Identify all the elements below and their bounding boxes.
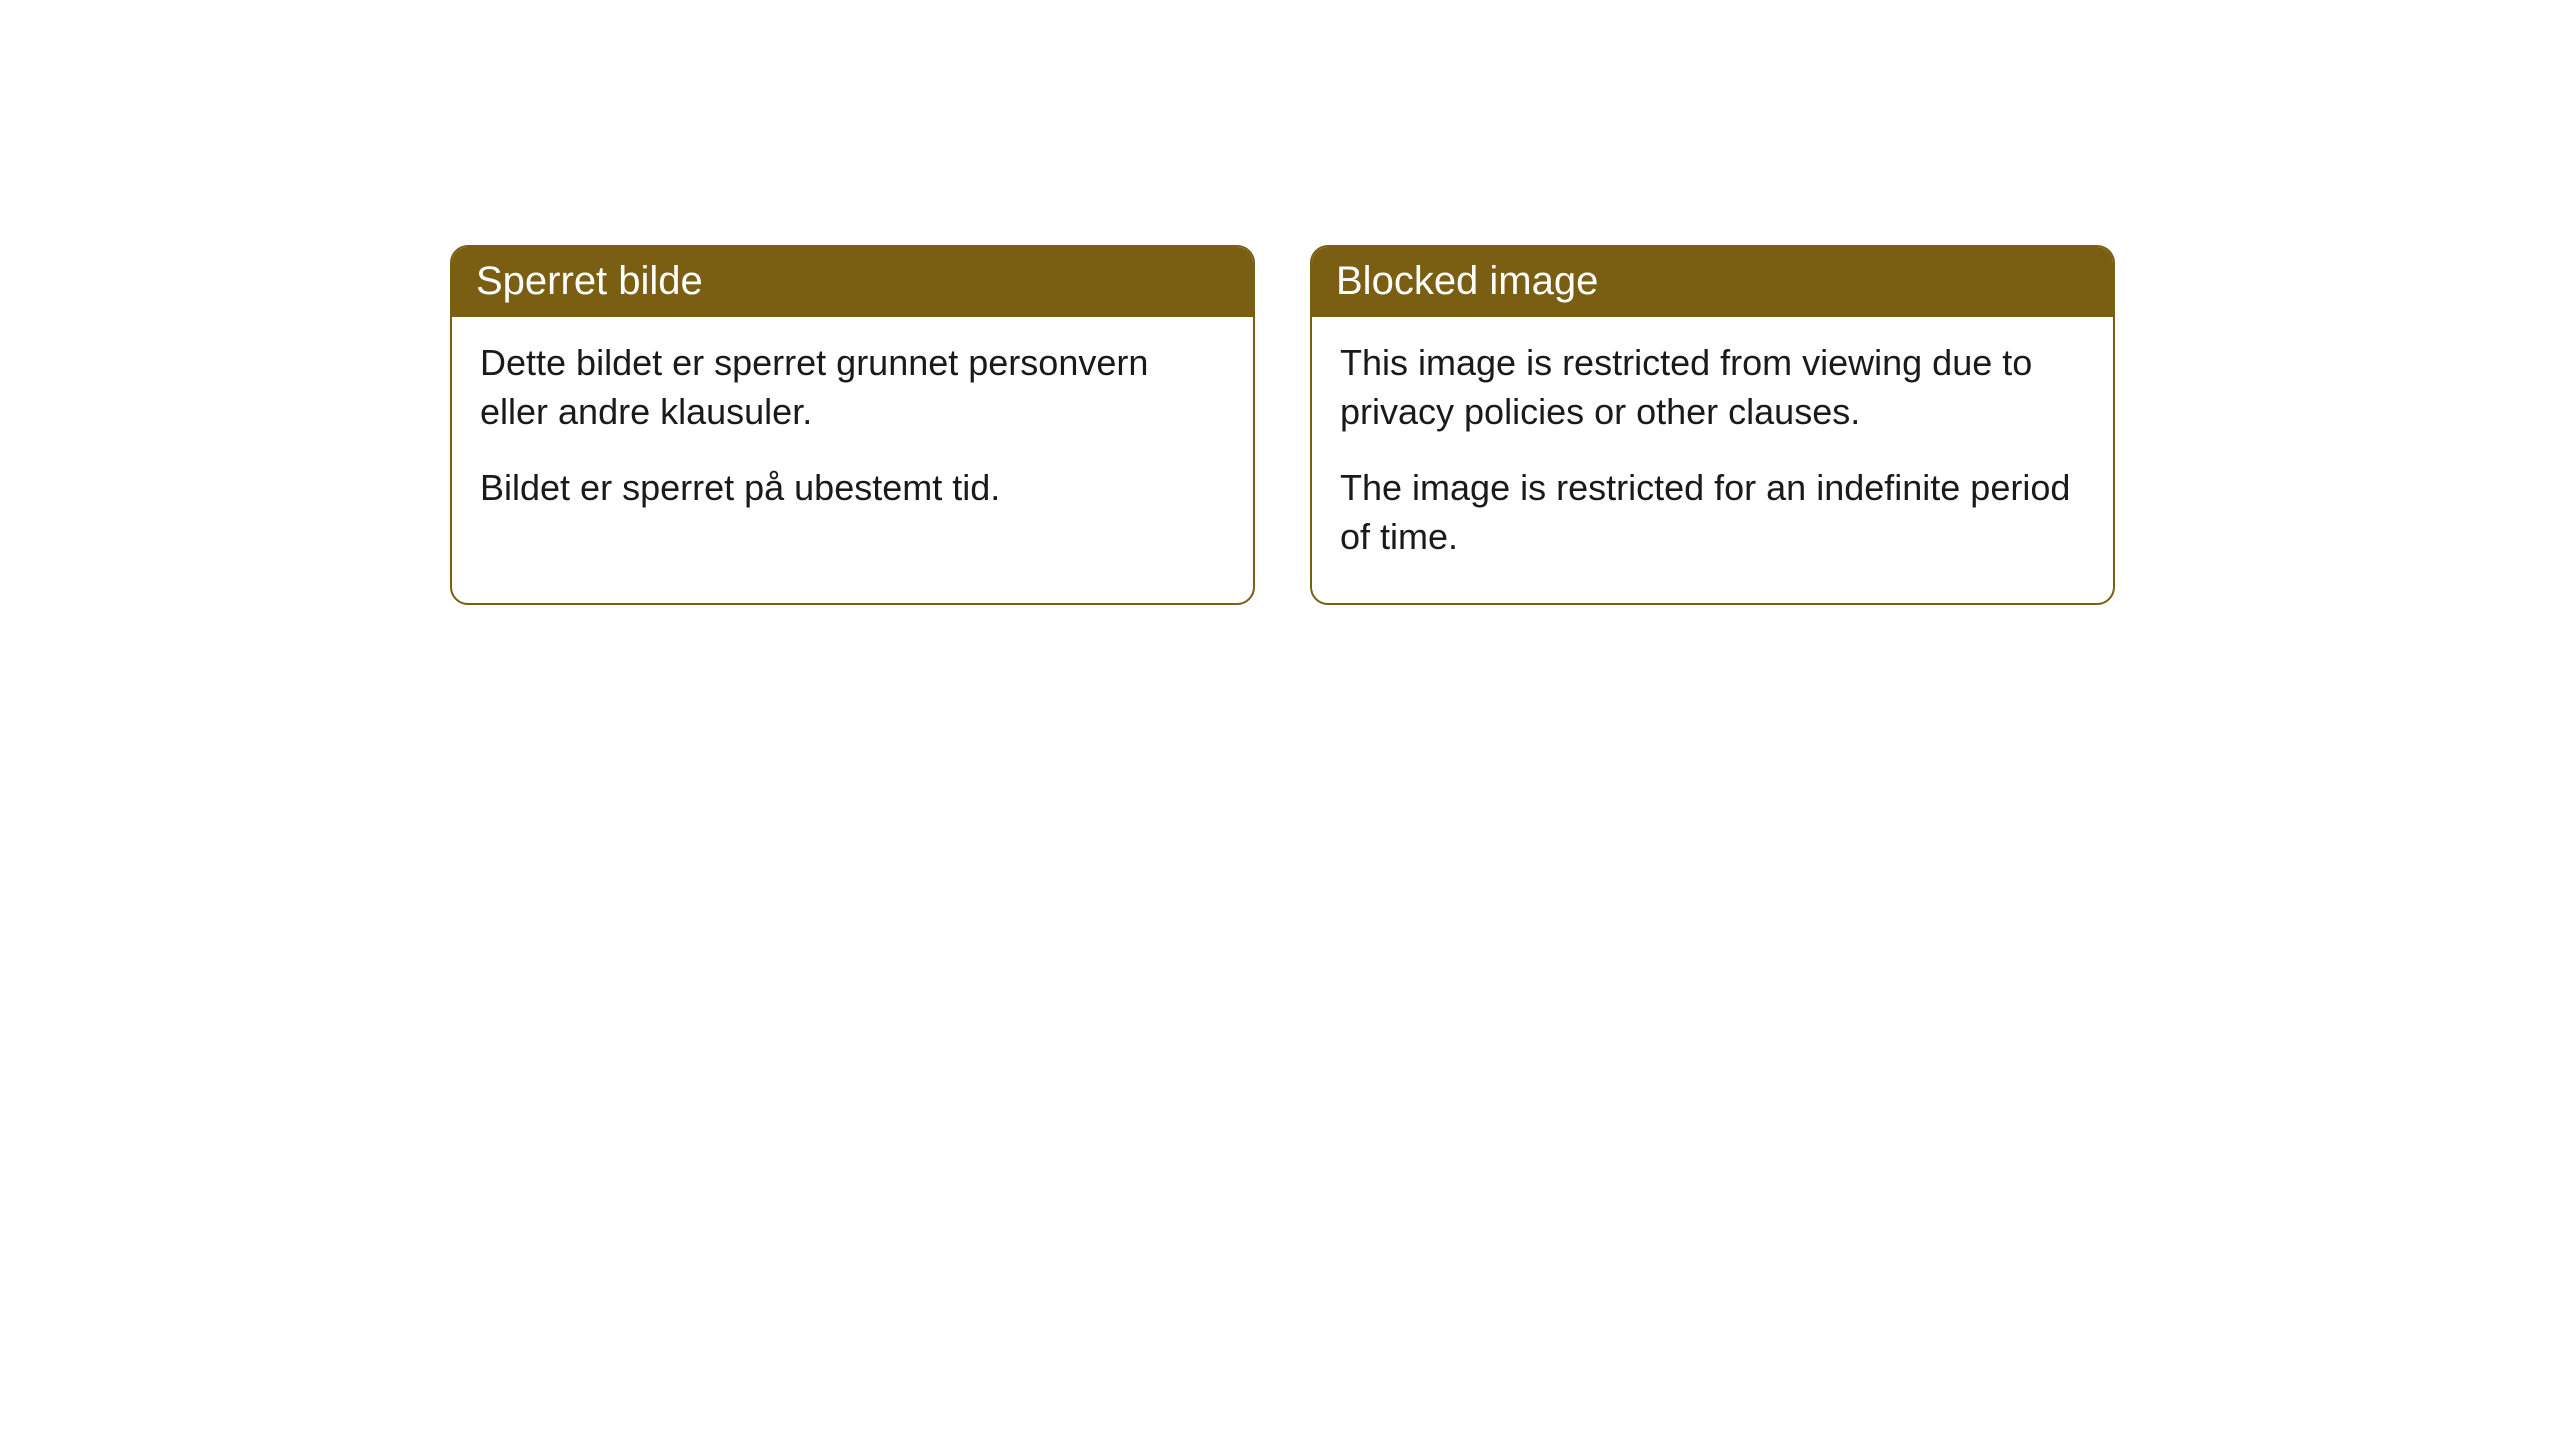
card-text-no-1: Dette bildet er sperret grunnet personve… — [480, 339, 1225, 436]
card-body-en: This image is restricted from viewing du… — [1312, 317, 2113, 603]
blocked-image-card-no: Sperret bilde Dette bildet er sperret gr… — [450, 245, 1255, 605]
card-text-no-2: Bildet er sperret på ubestemt tid. — [480, 464, 1225, 513]
card-body-no: Dette bildet er sperret grunnet personve… — [452, 317, 1253, 555]
blocked-image-card-en: Blocked image This image is restricted f… — [1310, 245, 2115, 605]
card-text-en-2: The image is restricted for an indefinit… — [1340, 464, 2085, 561]
card-header-en: Blocked image — [1312, 247, 2113, 317]
card-title-en: Blocked image — [1336, 259, 1598, 303]
card-header-no: Sperret bilde — [452, 247, 1253, 317]
notice-container: Sperret bilde Dette bildet er sperret gr… — [450, 245, 2115, 605]
card-title-no: Sperret bilde — [476, 259, 703, 303]
card-text-en-1: This image is restricted from viewing du… — [1340, 339, 2085, 436]
